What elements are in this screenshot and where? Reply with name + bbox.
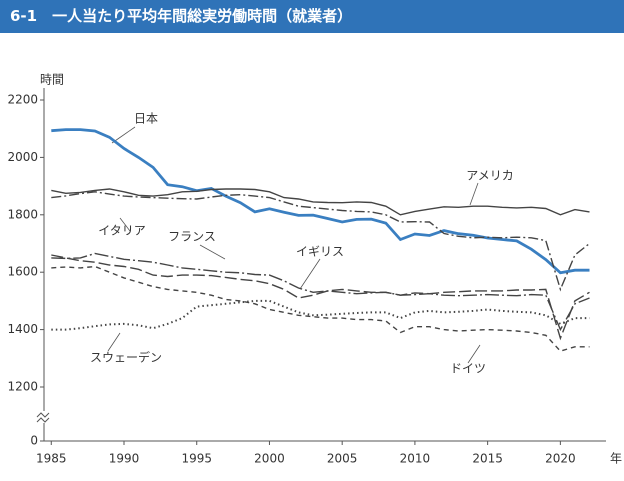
y-tick-label: 0 xyxy=(30,434,38,448)
x-tick-label: 2000 xyxy=(254,452,285,466)
series-label: ドイツ xyxy=(450,362,486,376)
x-tick-label: 1985 xyxy=(36,452,67,466)
y-tick-label: 1600 xyxy=(7,265,38,279)
y-tick-label: 1400 xyxy=(7,322,38,336)
y-tick-label: 1200 xyxy=(7,380,38,394)
series-label: アメリカ xyxy=(466,169,513,183)
series-line xyxy=(51,252,590,332)
x-tick-label: 1990 xyxy=(109,452,140,466)
x-tick-label: 2005 xyxy=(327,452,358,466)
series-label: イタリア xyxy=(98,224,146,238)
x-tick-label: 1995 xyxy=(181,452,212,466)
series-label: フランス xyxy=(168,230,216,244)
series-line xyxy=(51,191,590,292)
chart-title: 6-1 一人当たり平均年間総実労働時間（就業者） xyxy=(0,0,624,33)
axis-break xyxy=(36,411,52,423)
series-line xyxy=(51,128,590,275)
x-tick-label: 2010 xyxy=(400,452,431,466)
chart: 時間 年 0 1200 1400 1600 1800 2000 2200 1985 1990 19… xyxy=(7,73,622,466)
x-axis-label: 年 xyxy=(610,452,622,466)
series-label: スウェーデン xyxy=(90,350,162,365)
series-line xyxy=(51,265,590,352)
x-tick-label: 2015 xyxy=(472,452,503,466)
series-line xyxy=(51,299,590,331)
y-tick-label: 2000 xyxy=(7,150,38,164)
series-label: イギリス xyxy=(296,245,344,259)
series-line xyxy=(51,254,590,341)
y-tick-label: 1800 xyxy=(7,207,38,221)
leaders xyxy=(107,126,481,364)
series-line xyxy=(51,188,590,216)
series-label: 日本 xyxy=(134,112,158,126)
y-axis-label: 時間 xyxy=(40,73,64,87)
y-tick-label: 2200 xyxy=(7,93,38,107)
x-tick-label: 2020 xyxy=(545,452,576,466)
